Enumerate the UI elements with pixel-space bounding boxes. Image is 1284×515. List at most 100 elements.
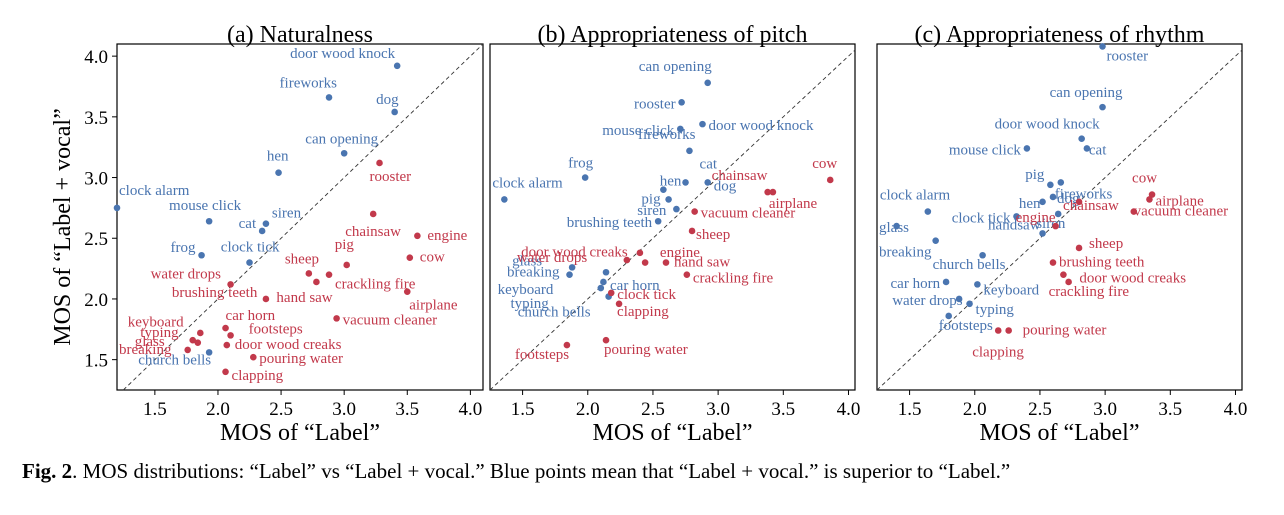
y-axis-label: MOS of “Label + vocal”: [50, 108, 76, 345]
label-typing: typing: [510, 296, 549, 312]
label-dog: dog: [714, 178, 737, 194]
point-car-horn: [602, 268, 610, 276]
label-can-opening: can opening: [1050, 85, 1123, 101]
label-brushing-teeth: brushing teeth: [172, 285, 258, 301]
x-tick-label: 3.0: [706, 399, 730, 420]
label-mouse-click: mouse click: [169, 198, 242, 214]
label-engine: engine: [1016, 210, 1056, 226]
label-door-wood-creaks: door wood creaks: [235, 337, 342, 353]
point-vacuum-cleaner: [333, 315, 340, 322]
label-brushing-teeth: brushing teeth: [1059, 255, 1145, 271]
point-mouse-click: [205, 217, 213, 225]
point-typing: [196, 329, 204, 337]
point-can-opening: [340, 149, 348, 157]
x-axis-label: MOS of “Label”: [220, 420, 380, 446]
point-sheep: [1075, 244, 1083, 252]
point-crackling-fire: [1065, 278, 1072, 286]
point-hen: [1039, 198, 1046, 206]
label-dog: dog: [1057, 191, 1080, 207]
x-tick-label: 3.5: [771, 399, 795, 420]
point-chainsaw: [369, 210, 377, 218]
label-clapping: clapping: [232, 368, 284, 384]
label-sheep: sheep: [1089, 236, 1123, 252]
label-sheep: sheep: [696, 227, 730, 243]
label-glass: glass: [135, 334, 165, 350]
label-glass: glass: [879, 220, 909, 236]
x-tick-label: 2.5: [269, 399, 293, 420]
point-cat: [682, 179, 689, 186]
point-breaking: [932, 237, 939, 244]
point-footsteps: [227, 332, 234, 339]
label-car-horn: car horn: [610, 278, 660, 294]
label-breaking: breaking: [507, 265, 560, 281]
label-can-opening: can opening: [305, 131, 378, 147]
point-clock-alarm: [501, 196, 508, 203]
label-siren: siren: [272, 206, 302, 222]
label-hen: hen: [1019, 196, 1041, 212]
label-rooster: rooster: [370, 169, 412, 185]
label-door-wood-knock: door wood knock: [290, 46, 395, 62]
point-pouring-water: [602, 336, 610, 344]
label-fireworks: fireworks: [1055, 186, 1113, 202]
x-tick-label: 3.0: [332, 399, 356, 420]
panels: (a) Naturalness 1.5 2.0 2.5 3.0 3.5 4.0 1.5 2.0 2…: [84, 22, 1247, 446]
x-tick-label: 3.0: [1093, 399, 1117, 420]
point-airplane: [1146, 196, 1153, 203]
point-church-bells: [205, 349, 213, 356]
label-keyboard: keyboard: [498, 282, 554, 298]
y-tick-label: 3.5: [84, 108, 108, 129]
diagonal-line: [489, 49, 856, 391]
point-cat: [258, 227, 266, 235]
point-siren: [673, 205, 680, 213]
label-dog: dog: [376, 92, 399, 108]
label-frog: frog: [171, 240, 196, 256]
point-clock-alarm: [924, 208, 932, 215]
label-glass: glass: [512, 253, 542, 269]
y-tick-label: 2.0: [84, 290, 108, 311]
label-sheep: sheep: [285, 251, 319, 267]
label-pig: pig: [641, 191, 661, 207]
point-engine: [414, 232, 421, 240]
diagonal-line: [876, 49, 1243, 391]
y-tick-label: 3.0: [84, 169, 108, 190]
x-tick-label: 3.5: [395, 399, 419, 420]
point-door-wood-knock: [393, 62, 401, 70]
x-tick-label: 2.0: [576, 399, 600, 420]
label-cat: cat: [1089, 142, 1107, 158]
label-clock-alarm: clock alarm: [880, 188, 951, 204]
label-car-horn: car horn: [226, 308, 276, 324]
label-crackling-fire: crackling fire: [1049, 284, 1130, 300]
label-chainsaw: chainsaw: [712, 168, 768, 184]
point-sheep: [688, 227, 696, 235]
point-handsaw: [1039, 230, 1046, 237]
label-door-wood-creaks: door wood creaks: [1079, 271, 1186, 287]
point-engine: [636, 249, 644, 257]
label-siren: siren: [1036, 216, 1066, 232]
figure-caption: Fig. 2. MOS distributions: “Label” vs “L…: [22, 458, 1272, 484]
point-typing: [966, 300, 973, 308]
point-pig: [1047, 181, 1054, 189]
label-engine: engine: [660, 245, 700, 261]
label-vacuum-cleaner: vacuum cleaner: [343, 312, 438, 328]
panel-3: (c) Appropriateness of rhythm 1.5 2.0 2.5 3.…: [876, 22, 1247, 446]
point-chainsaw: [1075, 198, 1083, 206]
label-hen: hen: [660, 174, 682, 190]
point-hand-saw: [662, 259, 670, 266]
point-glass: [893, 222, 900, 230]
label-pouring-water: pouring water: [604, 342, 688, 358]
point-mouse-click: [677, 125, 684, 133]
label-crackling-fire: crackling fire: [335, 277, 416, 293]
label-footsteps: footsteps: [939, 318, 993, 334]
label-vacuum-cleaner: vacuum cleaner: [1134, 204, 1229, 220]
label-mouse-click: mouse click: [949, 142, 1022, 158]
point-brushing-teeth: [262, 295, 270, 303]
point-door-wood-knock: [699, 120, 706, 128]
point-brushing-teeth: [1049, 259, 1057, 266]
point-door-wood-creaks: [641, 259, 649, 266]
label-church-bells: church bells: [933, 257, 1006, 273]
label-typing: typing: [140, 325, 179, 341]
point-door-wood-creaks: [223, 341, 231, 349]
x-tick-label: 3.5: [1158, 399, 1182, 420]
label-siren: siren: [637, 203, 667, 219]
point-frog: [198, 251, 205, 259]
